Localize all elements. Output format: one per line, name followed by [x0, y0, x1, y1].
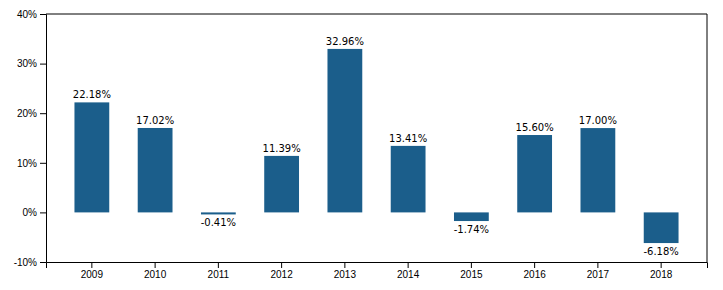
y-tick-mark	[40, 262, 46, 263]
chart: -10%0%10%20%30%40%2009201020112012201320…	[0, 0, 723, 290]
bar	[454, 212, 489, 221]
data-label: -1.74%	[454, 224, 489, 235]
bar	[580, 128, 615, 212]
x-tick-label: 2017	[587, 269, 610, 280]
x-tick: 2017	[587, 262, 610, 280]
data-label: 22.18%	[73, 89, 111, 100]
x-tick: 2010	[144, 262, 167, 280]
y-tick: 30%	[17, 58, 46, 69]
x-tick-label: 2010	[144, 269, 167, 280]
y-tick-label: -10%	[14, 257, 37, 268]
y-tick-mark	[40, 14, 46, 15]
bars	[74, 49, 678, 243]
data-labels: 22.18% 17.02% -0.41% 11.39% 32.96% 13.41% -1.7…	[73, 36, 679, 257]
x-tick-mark	[155, 262, 156, 268]
frame-line	[46, 14, 707, 15]
y-tick: -10%	[14, 257, 46, 268]
x-tick-mark	[534, 262, 535, 268]
x-tick-label: 2016	[524, 269, 547, 280]
bar	[264, 156, 299, 212]
y-tick-mark	[40, 64, 46, 65]
x-tick: 2011	[208, 262, 230, 280]
x-tick: 2012	[270, 262, 293, 280]
y-tick-label: 20%	[17, 108, 37, 119]
x-tick: 2009	[81, 262, 104, 280]
y-axis: -10% 0% 10% 20% 30% 40%	[14, 9, 47, 268]
bar	[517, 135, 552, 212]
y-tick-mark	[40, 113, 46, 114]
data-label: 13.41%	[389, 133, 427, 144]
x-tick-label: 2014	[397, 269, 420, 280]
x-axis-line	[47, 263, 708, 269]
x-tick-mark	[344, 262, 345, 268]
data-label: 32.96%	[326, 36, 364, 47]
y-tick: 10%	[17, 158, 46, 169]
data-label: 17.00%	[579, 115, 617, 126]
x-tick: 2015	[460, 262, 483, 280]
x-axis: 2009 2010 2011 2012 2013 2014 2015 2016 2017 2018	[47, 262, 708, 280]
x-tick: 2016	[524, 262, 547, 280]
y-axis-line	[40, 15, 47, 263]
y-tick: 20%	[17, 108, 46, 119]
x-tick-mark	[661, 262, 662, 268]
y-tick-label: 0%	[23, 207, 38, 218]
x-tick-label: 2009	[81, 269, 104, 280]
data-label: 17.02%	[136, 115, 174, 126]
bar	[327, 49, 362, 212]
y-tick-label: 30%	[17, 58, 37, 69]
x-tick-label: 2012	[270, 269, 293, 280]
plot: -10%0%10%20%30%40%2009201020112012201320…	[14, 9, 708, 280]
x-tick-mark	[408, 262, 409, 268]
x-tick-label: 2011	[208, 269, 230, 280]
x-tick-label: 2013	[334, 269, 357, 280]
data-label: 11.39%	[263, 143, 301, 154]
y-tick: 40%	[17, 9, 46, 20]
y-tick: 0%	[23, 207, 46, 218]
bar	[74, 102, 109, 212]
y-tick-mark	[40, 212, 46, 213]
x-tick-mark	[597, 262, 598, 268]
x-tick: 2013	[334, 262, 357, 280]
y-tick-label: 40%	[17, 9, 37, 20]
bar	[201, 212, 236, 214]
data-label: -0.41%	[201, 217, 236, 228]
bar	[138, 128, 173, 212]
data-label: 15.60%	[516, 122, 554, 133]
x-tick-mark	[218, 262, 219, 268]
bar	[644, 212, 679, 243]
data-label: -6.18%	[643, 246, 678, 257]
x-tick: 2018	[650, 262, 673, 280]
x-tick-mark	[471, 262, 472, 268]
bar	[391, 146, 426, 213]
y-tick-label: 10%	[17, 158, 37, 169]
x-tick-mark	[281, 262, 282, 268]
y-tick-mark	[40, 163, 46, 164]
x-tick: 2014	[397, 262, 420, 280]
x-tick-label: 2018	[650, 269, 673, 280]
x-tick-mark	[91, 262, 92, 268]
x-tick-label: 2015	[460, 269, 483, 280]
frame-line	[707, 14, 708, 262]
